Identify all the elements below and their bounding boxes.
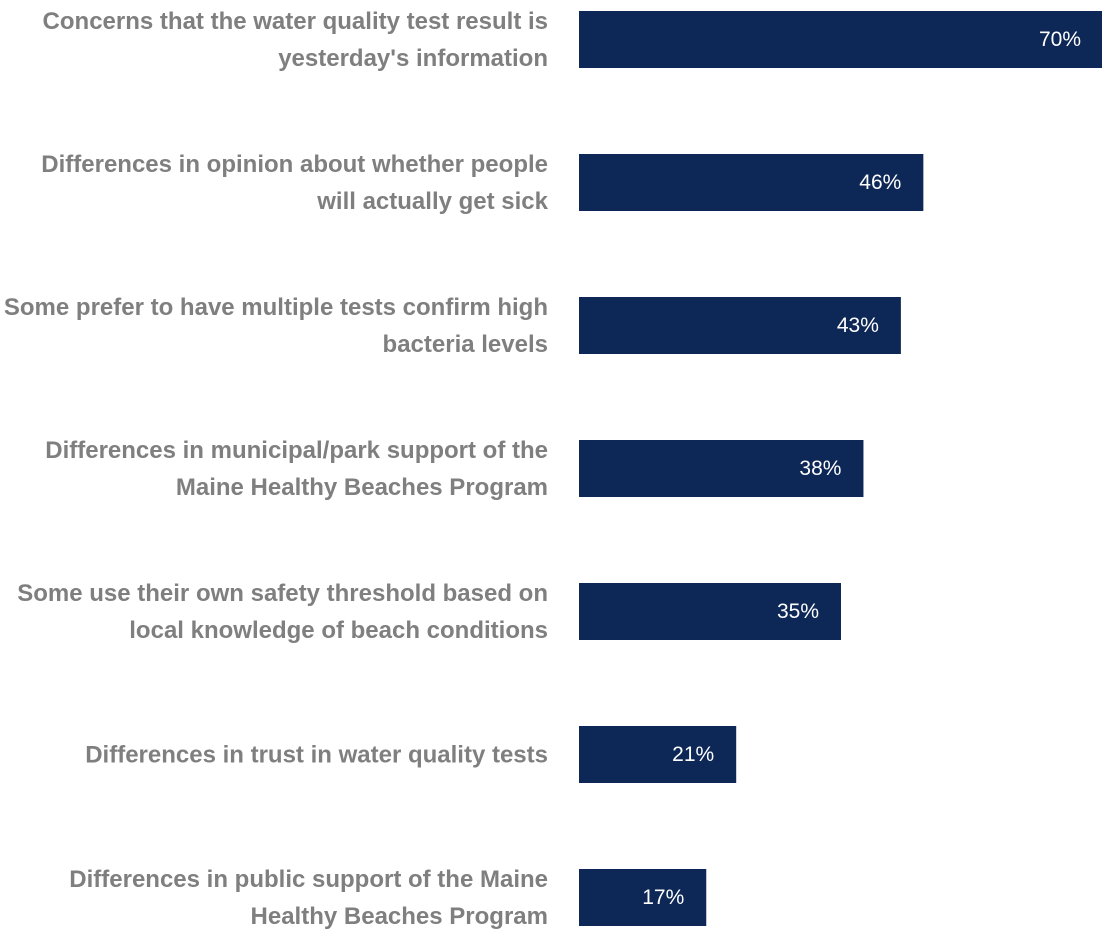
bar-2 — [579, 154, 924, 211]
bar-5 — [579, 583, 841, 640]
category-label-3: Some prefer to have multiple tests confi… — [3, 293, 548, 358]
bar-4 — [579, 440, 864, 497]
value-label-4: 38% — [799, 457, 841, 480]
value-label-1: 70% — [1039, 28, 1081, 51]
category-label-1: Concerns that the water quality test res… — [42, 7, 548, 72]
bar-6 — [579, 726, 737, 783]
category-label-4: Differences in municipal/park support of… — [45, 436, 548, 501]
bar-3 — [579, 297, 901, 354]
value-label-3: 43% — [837, 314, 879, 337]
value-label-7: 17% — [642, 886, 684, 909]
bar-1 — [579, 11, 1102, 68]
category-label-2: Differences in opinion about whether peo… — [41, 150, 548, 215]
category-label-6: Differences in trust in water quality te… — [85, 741, 548, 768]
value-label-2: 46% — [859, 171, 901, 194]
value-label-6: 21% — [672, 743, 714, 766]
value-label-5: 35% — [777, 600, 819, 623]
bar-7 — [579, 869, 707, 926]
category-label-7: Differences in public support of the Mai… — [69, 865, 548, 930]
category-label-5: Some use their own safety threshold base… — [17, 579, 548, 644]
